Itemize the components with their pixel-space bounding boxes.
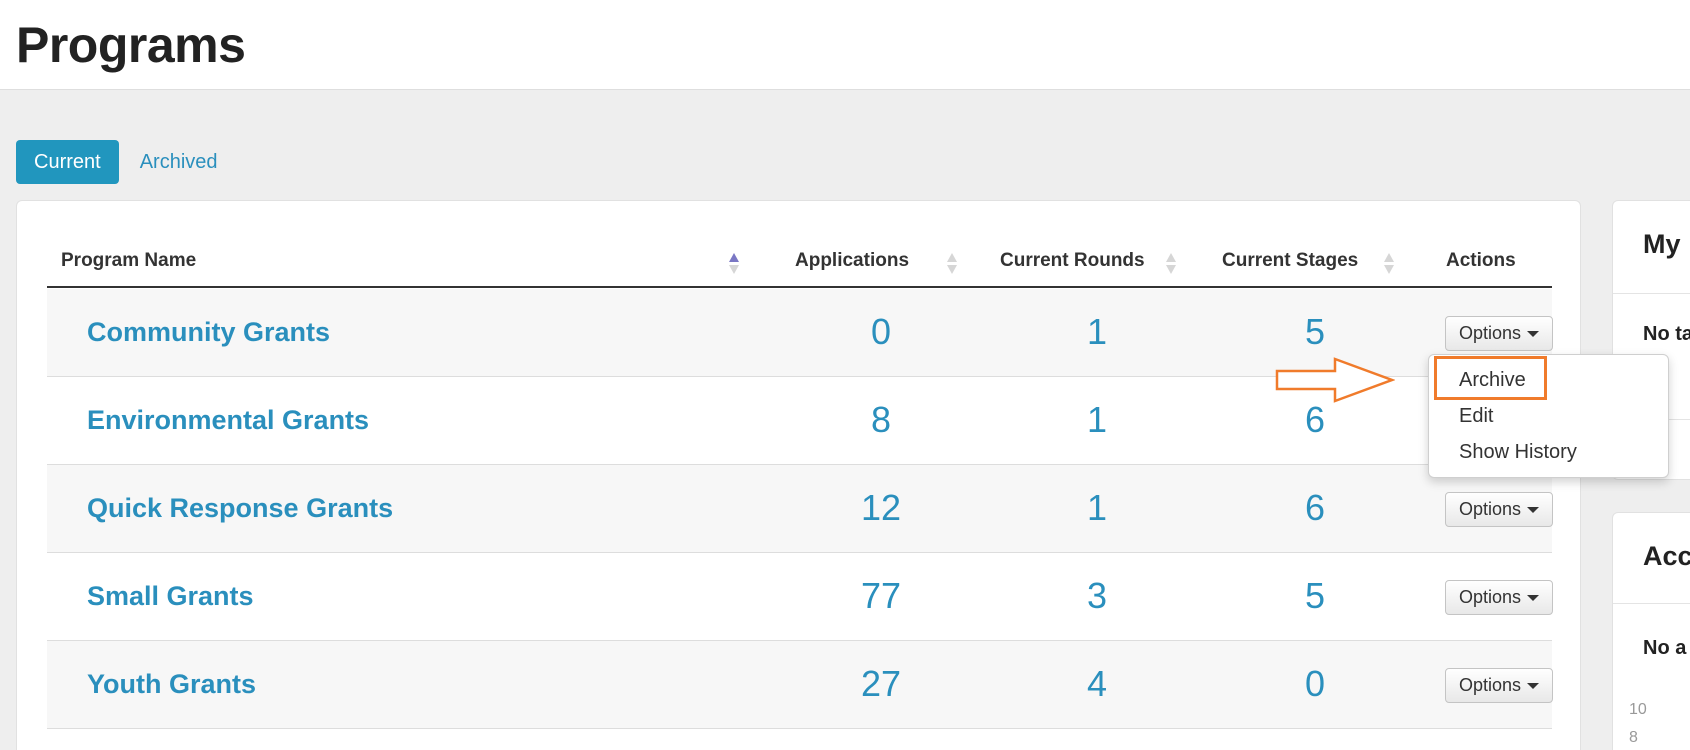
options-button-label: Options <box>1458 499 1522 519</box>
options-button-label: Options <box>1458 323 1522 343</box>
caret-down-icon <box>1527 330 1540 337</box>
rounds-count[interactable]: 3 <box>1086 575 1108 616</box>
tab-current[interactable]: Current <box>16 140 119 184</box>
program-name-link[interactable]: Youth Grants <box>87 669 257 699</box>
activity-panel-title: Acc <box>1643 541 1690 571</box>
chart-axis-tick: 8 <box>1629 729 1638 746</box>
sort-icon-current-rounds[interactable] <box>1166 251 1176 277</box>
sort-icon-program-name[interactable] <box>729 251 739 277</box>
sort-icon-current-stages[interactable] <box>1384 251 1394 277</box>
options-button-label: Options <box>1458 675 1522 695</box>
program-tabs: Current Archived <box>16 140 236 184</box>
applications-count[interactable]: 8 <box>870 399 892 440</box>
applications-count[interactable]: 12 <box>860 487 902 528</box>
programs-table-card: Program Name Applications Current Rounds… <box>16 200 1581 750</box>
my-tasks-empty-text: No ta <box>1643 323 1690 345</box>
activity-panel: Acc No a 10 8 <box>1612 512 1690 750</box>
table-row: Youth Grants 27 4 0 Options <box>47 641 1553 729</box>
archive-highlight-box <box>1434 356 1547 400</box>
menu-item-archive[interactable]: Archive <box>1459 369 1526 391</box>
options-dropdown-menu: Archive Edit Show History <box>1428 354 1669 478</box>
options-button[interactable]: Options <box>1445 668 1553 703</box>
caret-down-icon <box>1527 506 1540 513</box>
program-name-link[interactable]: Environmental Grants <box>87 405 370 435</box>
options-button[interactable]: Options <box>1445 316 1553 351</box>
table-row: Community Grants 0 1 5 Options <box>47 289 1553 377</box>
activity-empty-text: No a <box>1643 637 1687 659</box>
stages-count[interactable]: 6 <box>1304 399 1326 440</box>
options-button-label: Options <box>1458 587 1522 607</box>
tab-archived[interactable]: Archived <box>139 151 218 173</box>
table-row: Environmental Grants 8 1 6 <box>47 377 1552 465</box>
table-header: Program Name Applications Current Rounds… <box>47 241 1552 288</box>
column-header-current-rounds[interactable]: Current Rounds <box>1000 250 1145 271</box>
caret-down-icon <box>1527 682 1540 689</box>
column-header-program-name[interactable]: Program Name <box>61 250 197 271</box>
panel-divider <box>1613 603 1690 604</box>
page-title: Programs <box>16 17 246 73</box>
page-header: Programs <box>0 0 1690 90</box>
sort-icon-applications[interactable] <box>947 251 957 277</box>
program-name-link[interactable]: Small Grants <box>87 581 254 611</box>
rounds-count[interactable]: 1 <box>1086 399 1108 440</box>
stages-count[interactable]: 5 <box>1304 575 1326 616</box>
stages-count[interactable]: 0 <box>1304 663 1326 704</box>
column-header-actions: Actions <box>1446 250 1516 271</box>
caret-down-icon <box>1527 594 1540 601</box>
table-row: Quick Response Grants 12 1 6 Options <box>47 465 1553 553</box>
stages-count[interactable]: 6 <box>1304 487 1326 528</box>
rounds-count[interactable]: 4 <box>1086 663 1108 704</box>
program-name-link[interactable]: Community Grants <box>87 317 331 347</box>
rounds-count[interactable]: 1 <box>1086 487 1108 528</box>
table-row: Small Grants 77 3 5 Options <box>47 553 1553 641</box>
my-tasks-panel-title: My <box>1643 229 1681 259</box>
applications-count[interactable]: 77 <box>860 575 902 616</box>
menu-item-edit[interactable]: Edit <box>1459 405 1494 427</box>
column-header-current-stages[interactable]: Current Stages <box>1222 250 1359 271</box>
options-button[interactable]: Options <box>1445 492 1553 527</box>
column-header-applications[interactable]: Applications <box>795 250 910 271</box>
chart-axis-tick: 10 <box>1629 701 1647 718</box>
annotation-arrow-icon <box>1275 357 1395 403</box>
program-name-link[interactable]: Quick Response Grants <box>87 493 394 523</box>
options-button[interactable]: Options <box>1445 580 1553 615</box>
stages-count[interactable]: 5 <box>1304 311 1326 352</box>
rounds-count[interactable]: 1 <box>1086 311 1108 352</box>
menu-item-show-history[interactable]: Show History <box>1459 441 1577 463</box>
applications-count[interactable]: 0 <box>870 311 892 352</box>
panel-divider <box>1613 293 1690 294</box>
applications-count[interactable]: 27 <box>860 663 902 704</box>
